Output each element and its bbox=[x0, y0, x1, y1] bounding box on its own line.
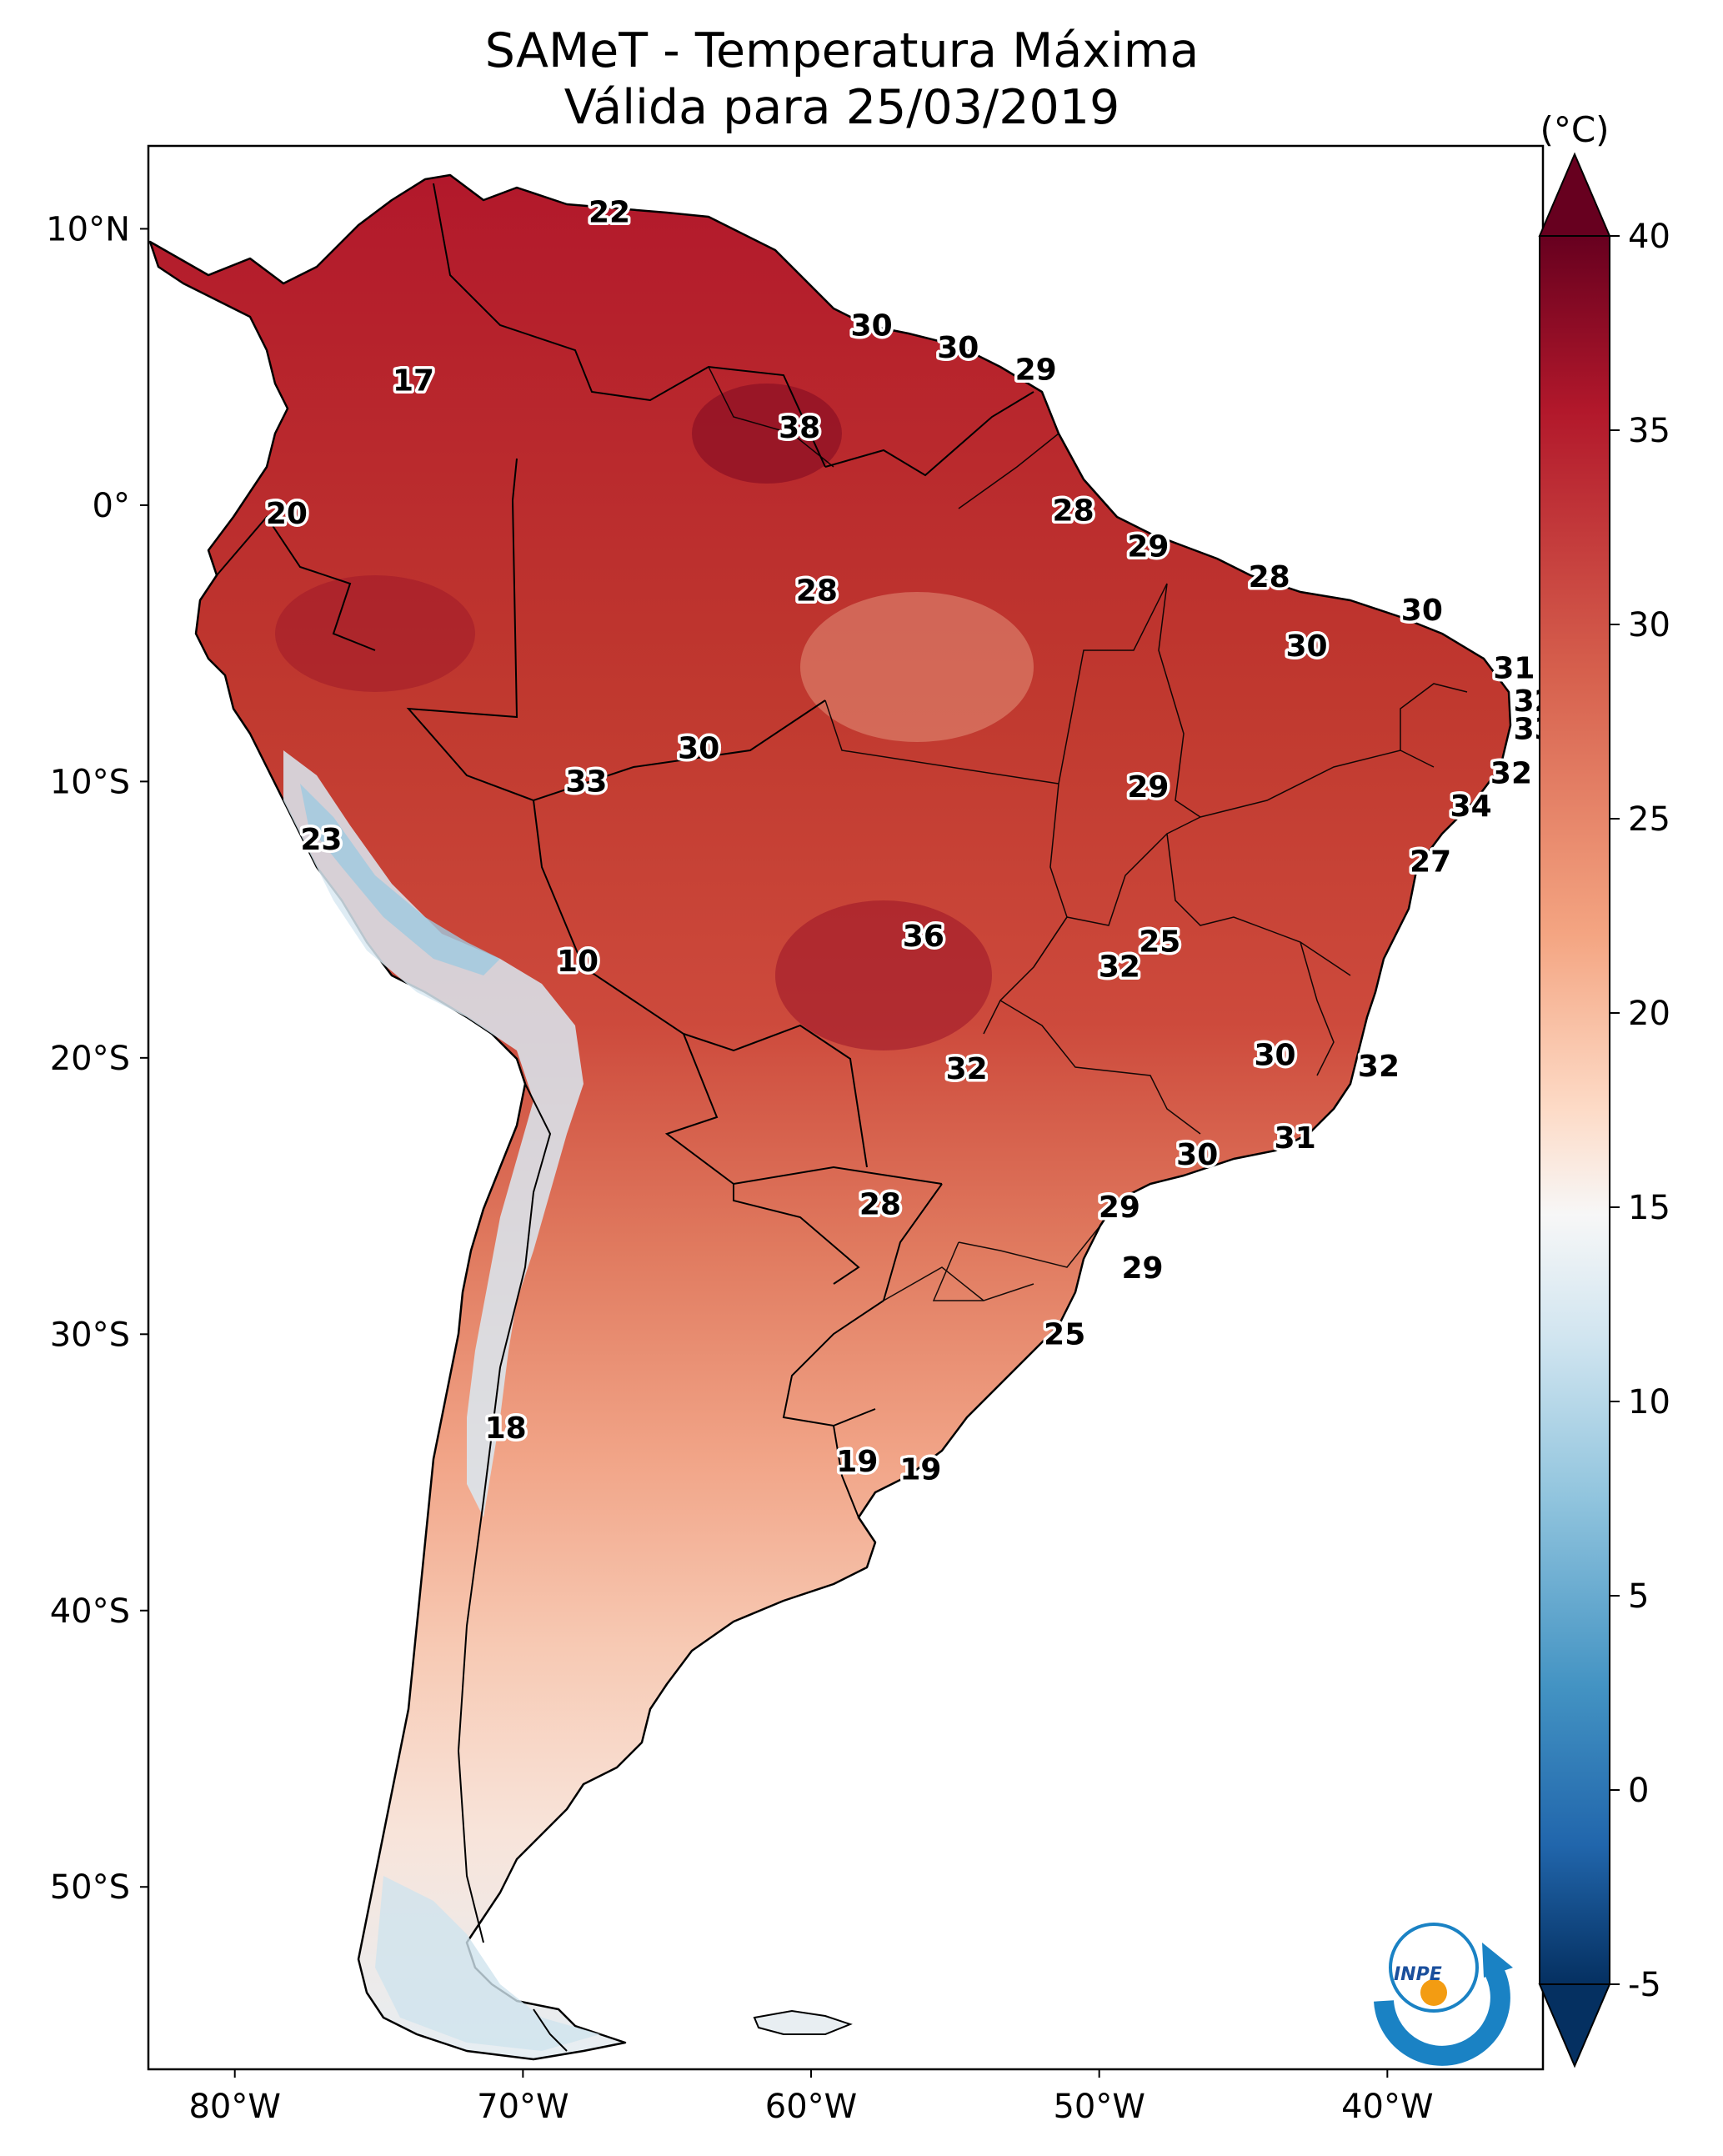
colorbar-tick-label-5: 15 bbox=[1628, 1189, 1670, 1227]
inpe-logo: INPE bbox=[1374, 1923, 1513, 2066]
station-label-20: 34 bbox=[1450, 790, 1492, 824]
lat-tick-label-3: 20°S bbox=[50, 1040, 130, 1078]
station-label-2: 30 bbox=[851, 308, 893, 343]
station-label-15: 33 bbox=[1514, 712, 1555, 746]
station-label-16: 30 bbox=[678, 732, 719, 766]
colorbar-gradient bbox=[1539, 235, 1610, 1985]
station-label-23: 36 bbox=[903, 920, 944, 954]
falklands bbox=[753, 2009, 853, 2035]
station-label-10: 28 bbox=[796, 574, 838, 609]
colorbar-unit: (°C) bbox=[1540, 109, 1609, 150]
lon-tick-label-1: 70°W bbox=[477, 2088, 568, 2126]
station-label-21: 23 bbox=[300, 823, 342, 857]
station-label-25: 10 bbox=[557, 945, 599, 979]
lat-tick-label-4: 30°S bbox=[50, 1316, 130, 1354]
station-label-4: 29 bbox=[1015, 353, 1057, 387]
station-label-27: 30 bbox=[1254, 1039, 1295, 1073]
station-label-26: 32 bbox=[1099, 950, 1140, 984]
colorbar-ticks: 40 35 30 25 20 15 10 5 0 -5 bbox=[1610, 218, 1670, 2004]
colorbar-tick-label-7: 5 bbox=[1628, 1577, 1649, 1616]
station-label-28: 32 bbox=[1358, 1050, 1400, 1084]
logo-sun-icon bbox=[1420, 1979, 1447, 2006]
colorbar-max-arrow bbox=[1538, 152, 1611, 237]
station-label-34: 29 bbox=[1121, 1251, 1163, 1286]
patagonia-cold-band bbox=[375, 1876, 600, 2051]
station-label-29: 32 bbox=[946, 1052, 988, 1086]
station-label-1: 17 bbox=[393, 364, 434, 399]
station-label-19: 32 bbox=[1490, 756, 1532, 790]
colorbar-tick-label-9: -5 bbox=[1628, 1966, 1661, 2004]
lat-tick-label-2: 10°S bbox=[50, 763, 130, 801]
station-label-7: 28 bbox=[1053, 494, 1094, 529]
andes-peak-band bbox=[300, 784, 500, 975]
station-label-33: 28 bbox=[859, 1188, 901, 1222]
lat-tick-label-0: 10°N bbox=[46, 210, 130, 248]
station-label-8: 29 bbox=[1127, 530, 1169, 564]
mild-area-para bbox=[800, 592, 1034, 742]
lat-tick-label-5: 40°S bbox=[50, 1592, 130, 1631]
station-label-22: 27 bbox=[1410, 845, 1451, 879]
station-label-18: 29 bbox=[1127, 770, 1169, 805]
colorbar-tick-label-3: 25 bbox=[1628, 800, 1670, 839]
station-label-17: 33 bbox=[565, 765, 607, 799]
lon-tick-label-3: 50°W bbox=[1053, 2088, 1144, 2126]
state-borders bbox=[708, 366, 1468, 1301]
colorbar-tick-label-1: 35 bbox=[1628, 412, 1670, 450]
lat-tick-label-1: 0° bbox=[93, 487, 130, 525]
station-label-13: 31 bbox=[1493, 651, 1535, 685]
hot-core-amazon bbox=[275, 575, 475, 692]
hot-core-mato-grosso bbox=[775, 900, 992, 1050]
lon-tick-label-2: 60°W bbox=[765, 2088, 857, 2126]
station-label-38: 19 bbox=[899, 1453, 941, 1487]
map-subtitle: Válida para 25/03/2019 bbox=[564, 80, 1120, 135]
station-label-9: 28 bbox=[1249, 560, 1290, 594]
logo-orbit-icon bbox=[1389, 1923, 1479, 2013]
logo-swoosh-icon bbox=[1374, 1962, 1510, 2066]
latitude-axis: 10°N 0° 10°S 20°S 30°S 40°S 50°S bbox=[46, 210, 148, 1907]
station-label-6: 20 bbox=[266, 497, 308, 531]
lon-tick-label-0: 80°W bbox=[188, 2088, 280, 2126]
colorbar-tick-label-0: 40 bbox=[1628, 218, 1670, 256]
station-label-30: 31 bbox=[1275, 1121, 1316, 1156]
station-label-36: 18 bbox=[485, 1411, 527, 1446]
lon-tick-label-4: 40°W bbox=[1341, 2088, 1433, 2126]
map-title: SAMeT - Temperatura Máxima bbox=[485, 23, 1200, 78]
colorbar: (°C) 40 35 30 25 20 15 10 5 0 -5 bbox=[1538, 109, 1670, 2068]
station-label-14: 32 bbox=[1514, 684, 1555, 719]
andes-cold-band bbox=[283, 750, 584, 1517]
lat-tick-label-6: 50°S bbox=[50, 1868, 130, 1907]
colorbar-tick-label-4: 20 bbox=[1628, 995, 1670, 1033]
logo-text: INPE bbox=[1394, 1964, 1442, 1985]
longitude-axis: 80°W 70°W 60°W 50°W 40°W bbox=[188, 2069, 1434, 2126]
station-label-24: 25 bbox=[1139, 925, 1180, 960]
colorbar-min-arrow bbox=[1538, 1983, 1611, 2068]
station-label-5: 38 bbox=[779, 411, 820, 445]
country-borders bbox=[216, 183, 1034, 2052]
colorbar-tick-label-8: 0 bbox=[1628, 1772, 1649, 1810]
station-label-31: 30 bbox=[1176, 1138, 1218, 1172]
station-label-37: 19 bbox=[836, 1445, 878, 1479]
station-label-0: 22 bbox=[589, 196, 630, 230]
station-label-35: 25 bbox=[1044, 1317, 1085, 1351]
station-label-12: 30 bbox=[1286, 629, 1328, 664]
station-label-32: 29 bbox=[1099, 1191, 1140, 1225]
colorbar-tick-label-6: 10 bbox=[1628, 1383, 1670, 1421]
station-label-11: 30 bbox=[1401, 594, 1443, 628]
logo-arrow-icon bbox=[1482, 1943, 1513, 1978]
station-label-3: 30 bbox=[937, 331, 979, 365]
colorbar-tick-label-2: 30 bbox=[1628, 606, 1670, 644]
